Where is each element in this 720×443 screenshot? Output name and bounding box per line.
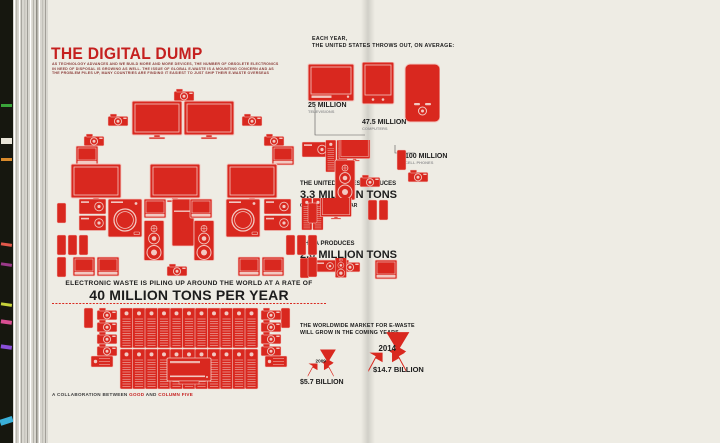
svg-text:ELECTRONIC WASTE IS PILING UP: ELECTRONIC WASTE IS PILING UP AROUND THE… (65, 280, 312, 287)
svg-text:40 MILLION TONS PER YEAR: 40 MILLION TONS PER YEAR (89, 287, 289, 303)
svg-text:2014: 2014 (379, 344, 397, 353)
